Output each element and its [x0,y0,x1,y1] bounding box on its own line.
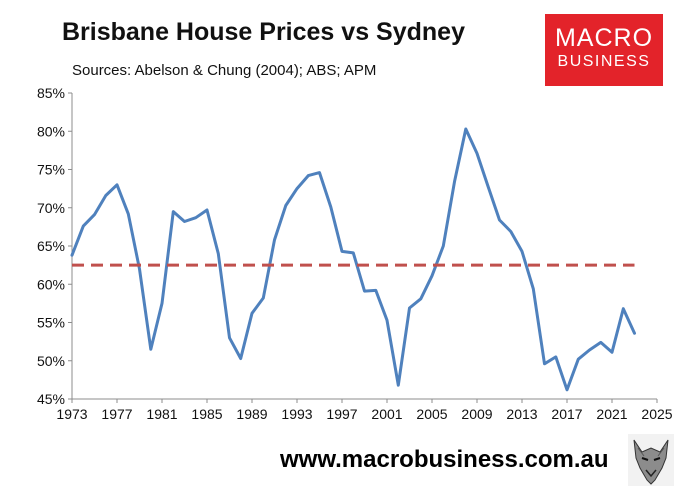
logo-line-1: MACRO [554,24,654,52]
y-tick-label: 70% [37,200,65,216]
x-tick-label: 2021 [596,406,627,422]
x-tick-label: 1977 [101,406,132,422]
y-tick-label: 65% [37,238,65,254]
x-tick-label: 1993 [281,406,312,422]
website-url: www.macrobusiness.com.au [280,446,609,473]
x-tick-label: 1997 [326,406,357,422]
y-tick-label: 45% [37,391,65,407]
x-tick-label: 1989 [236,406,267,422]
y-tick-label: 80% [37,123,65,139]
logo-line-2: BUSINESS [557,53,651,70]
x-tick-label: 1985 [191,406,222,422]
y-tick-label: 55% [37,315,65,331]
x-tick-label: 1981 [146,406,177,422]
ratio-series-line [70,127,636,392]
x-tick-label: 2005 [416,406,447,422]
x-tick-label: 2001 [371,406,402,422]
y-tick-label: 60% [37,276,65,292]
x-tick-label: 2025 [641,406,672,422]
x-tick-label: 2009 [461,406,492,422]
chart-title: Brisbane House Prices vs Sydney [62,18,465,46]
y-tick-label: 75% [37,162,65,178]
x-tick-label: 2013 [506,406,537,422]
x-tick-label: 2017 [551,406,582,422]
x-tick-label: 1973 [56,406,87,422]
chart-subtitle: Sources: Abelson & Chung (2004); ABS; AP… [72,62,377,79]
wolf-icon [628,434,674,486]
y-tick-label: 85% [37,85,65,101]
y-tick-label: 50% [37,353,65,369]
macro-business-logo: MACRO BUSINESS [545,14,663,86]
